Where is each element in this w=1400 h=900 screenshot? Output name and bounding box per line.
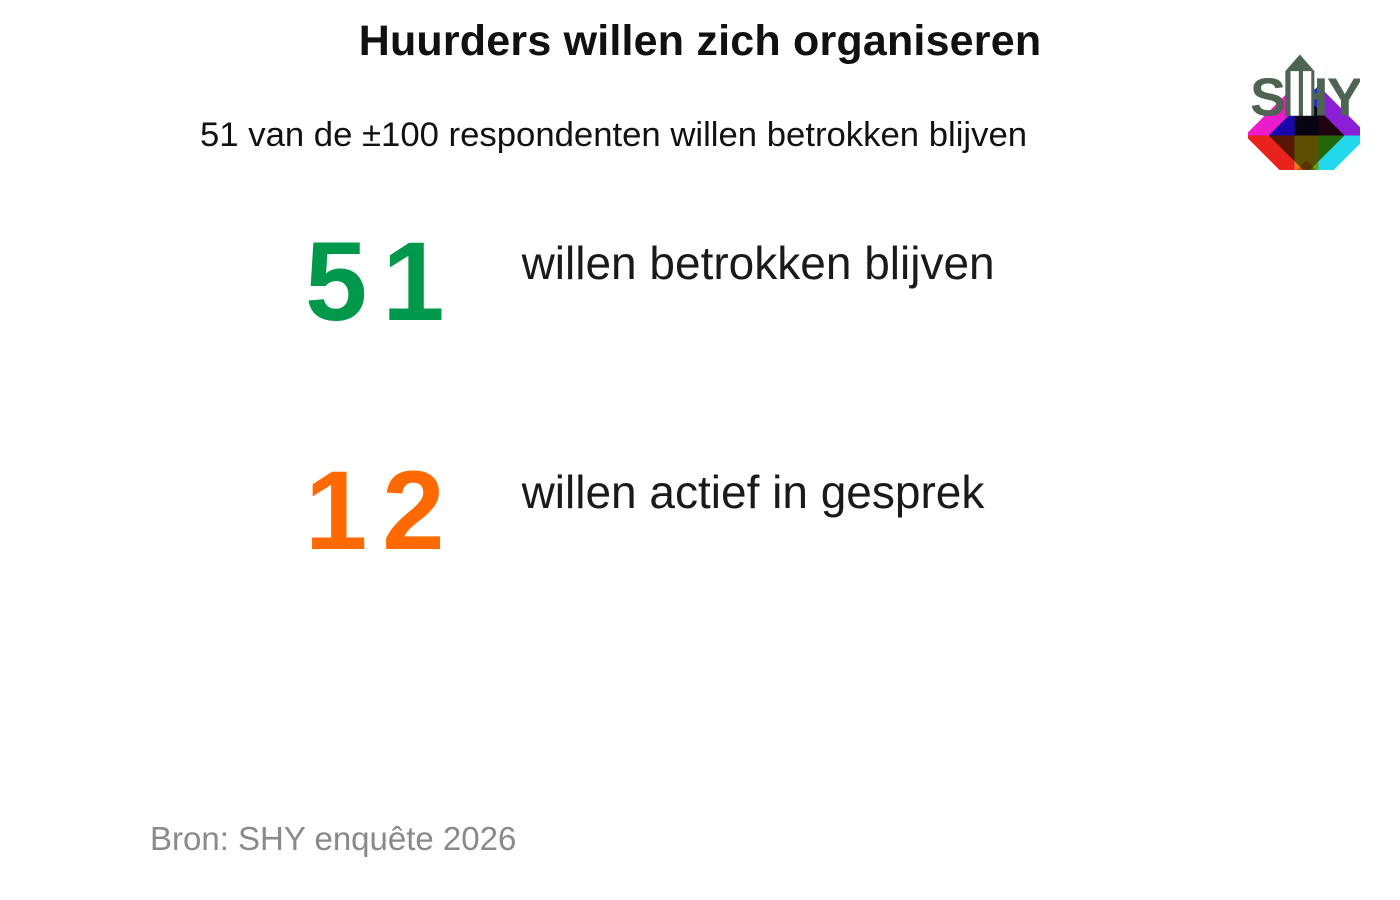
svg-text:Y: Y: [1327, 68, 1360, 128]
svg-text:S: S: [1250, 68, 1286, 128]
